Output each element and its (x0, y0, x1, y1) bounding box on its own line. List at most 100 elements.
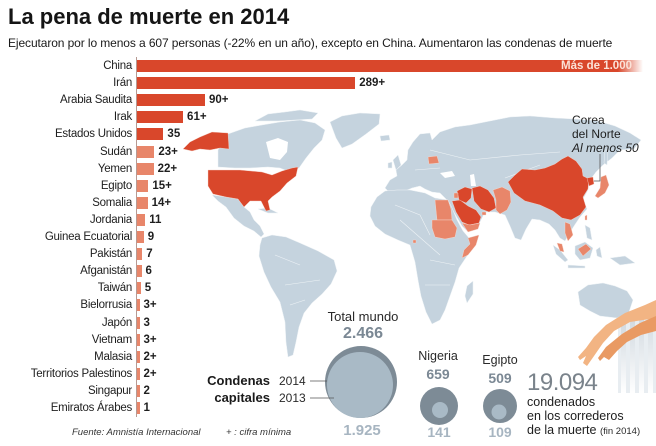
hand-back (578, 300, 656, 366)
bubble-total-2013-value: 1.925 (343, 422, 381, 439)
bar-label: Japón (101, 316, 132, 329)
bar-row-guinea-ecuatorial: Guinea Ecuatorial 9 (0, 231, 656, 244)
bar-value-label: 35 (167, 128, 181, 141)
bar (137, 111, 184, 124)
bar-row-estados-unidos: Estados Unidos 35 (0, 128, 656, 141)
bar-value-label: 6 (145, 265, 152, 278)
bubble-egipto-2013-value: 109 (488, 424, 512, 440)
bar-row-japon: Japón 3 (0, 316, 656, 330)
map-country-malaysia (556, 242, 592, 257)
bubble-nigeria (420, 387, 458, 425)
bar-value-label: 2+ (143, 367, 157, 380)
bar-label: Bielorrusia (80, 299, 132, 312)
bar (137, 265, 142, 278)
bar-value-label: 3+ (143, 299, 157, 312)
bar (137, 316, 140, 329)
bar-row-pakistan: Pakistán 7 (0, 248, 656, 261)
map-low-executions (412, 155, 610, 259)
hand-front (598, 316, 656, 361)
bar-label: Guinea Ecuatorial (44, 231, 132, 243)
map-south-america (258, 234, 338, 358)
bubble-total-mundo (325, 346, 397, 418)
map-ireland (387, 161, 393, 169)
bar-label: Estados Unidos (54, 128, 132, 141)
bar-row-jordania: Jordania 11 (0, 213, 656, 227)
death-row-note: (fin 2014) (599, 426, 641, 437)
bar-label: Sudán (99, 145, 132, 158)
map-annotation-korea-note: Al menos 50 (572, 141, 639, 155)
map-country-jordan (453, 192, 459, 199)
bar (137, 350, 140, 363)
prison-bar (639, 314, 644, 394)
map-country-yemen (461, 222, 481, 233)
bar (137, 402, 140, 414)
bar-label: China (103, 60, 132, 72)
map-border-lines (274, 149, 561, 306)
death-row-line1: condenados (527, 395, 596, 409)
bar (137, 333, 140, 346)
bar-value-label: 1 (143, 402, 150, 414)
map-black-sea (440, 171, 455, 178)
map-country-vietnam (564, 221, 574, 242)
map-country-somalia (461, 234, 480, 259)
bar (137, 367, 140, 380)
page-subtitle: Ejecutaron por lo menos a 607 personas (… (8, 36, 613, 50)
footer-source: Fuente: Amnistía Internacional (72, 427, 201, 438)
bubble-nigeria-label: Nigeria (418, 349, 458, 363)
map-philippines (584, 224, 593, 241)
bar-row-arabia-saudita: Arabia Saudita 90+ (0, 94, 656, 107)
death-row-count: 19.094 (527, 369, 598, 396)
bar-row-somalia: Somalia 14+ (0, 196, 656, 210)
bar-row-egipto: Egipto 15+ (0, 179, 656, 193)
bar (137, 128, 164, 141)
bar-label: Yemen (97, 162, 132, 175)
bar-value-label: 61+ (187, 111, 207, 124)
bar-row-taiwan: Taiwán 5 (0, 282, 656, 295)
legend-label-capitales: capitales (214, 390, 270, 405)
prison-bar (648, 312, 653, 394)
map-country-taiwan (584, 214, 588, 221)
map-annotation-korea-line1: Corea (572, 113, 605, 127)
map-sakhalin (603, 149, 609, 166)
korea-leader-line (594, 154, 601, 182)
bar-row-sudan: Sudán 23+ (0, 145, 656, 159)
bar-label: Territorios Palestinos (30, 367, 132, 380)
bar-label: Emiratos Árabes (50, 402, 133, 414)
bubble-egipto-label: Egipto (482, 353, 518, 367)
bubble-total-2014-value: 2.466 (342, 325, 384, 342)
bar-label: Jordania (89, 213, 132, 226)
map-sulawesi (595, 246, 603, 259)
map-country-alaska (182, 131, 230, 152)
bar (137, 145, 155, 158)
bar-value-label: 9 (147, 231, 155, 243)
bar-label: Egipto (100, 179, 132, 192)
map-java (567, 264, 586, 269)
map-high-executions (182, 131, 595, 226)
bar-row-china: China Más de 1.000 (0, 60, 656, 73)
map-caspian-sea (470, 174, 476, 186)
bar-chart-axis (136, 57, 137, 417)
map-australia (577, 282, 634, 319)
bar-row-singapur: Singapur 2 (0, 384, 656, 398)
bar-value-label: 3+ (143, 333, 157, 346)
bar-value-label: 289+ (359, 77, 386, 90)
bubble-total-label: Total mundo (327, 309, 399, 324)
bar-value-label: 5 (144, 282, 152, 295)
bar (137, 248, 143, 261)
bar-row-vietnam: Vietnam 3+ (0, 333, 656, 347)
prison-bar (621, 318, 626, 393)
bar (137, 231, 144, 243)
map-greenland (329, 112, 381, 149)
bar-row-afganistan: Afganistán 6 (0, 265, 656, 278)
map-country-afghanistan-pakistan (492, 186, 512, 215)
bar-label: Taiwán (97, 282, 133, 295)
bar-row-malasia: Malasia 2+ (0, 350, 656, 364)
bar-label: Singapur (87, 384, 132, 397)
bar (137, 384, 140, 397)
bar-value-label: 2 (143, 384, 150, 397)
bar-row-irak: Irak 61+ (0, 111, 656, 124)
map-arctic-islands (254, 109, 319, 122)
